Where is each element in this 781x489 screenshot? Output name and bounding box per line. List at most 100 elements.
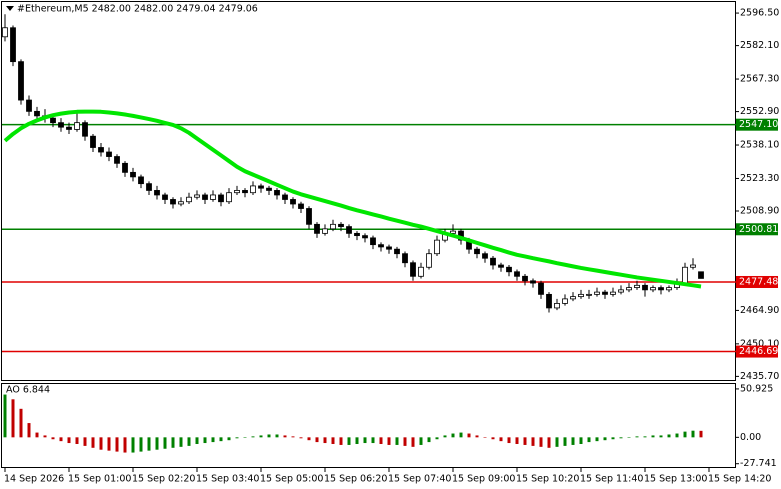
- candle-body: [570, 296, 576, 300]
- level-label: 2500.81: [739, 224, 778, 235]
- candle-body: [298, 203, 304, 209]
- ao-bar: [83, 437, 87, 446]
- ao-bar: [227, 437, 231, 441]
- ao-bar: [347, 437, 351, 445]
- ao-bar: [579, 437, 583, 444]
- candle-body: [530, 280, 536, 284]
- ao-bar: [491, 437, 495, 440]
- candle-body: [338, 223, 344, 227]
- candle-body: [506, 266, 512, 273]
- ao-bar: [299, 437, 303, 439]
- ao-bar: [515, 437, 519, 444]
- candle-body: [434, 239, 440, 255]
- candle-body: [66, 126, 72, 130]
- ao-bar: [203, 437, 207, 444]
- candle-body: [210, 194, 216, 200]
- x-tick-label: 15 Sep 07:40: [388, 474, 451, 485]
- candle-body: [682, 266, 688, 284]
- candle-body: [274, 190, 280, 196]
- x-tick-label: 15 Sep 02:20: [132, 474, 195, 485]
- ao-bar: [107, 437, 111, 451]
- ao-bar: [355, 437, 359, 444]
- ao-bar: [275, 434, 279, 438]
- candle-body: [402, 253, 408, 264]
- candle-body: [322, 228, 328, 234]
- candle-body: [658, 287, 664, 291]
- candle-body: [346, 226, 352, 234]
- ao-bar: [267, 434, 271, 438]
- ao-bar: [531, 437, 535, 446]
- ao-bar: [163, 437, 167, 449]
- ao-bar: [387, 437, 391, 445]
- ao-bar: [659, 435, 663, 438]
- candle-body: [474, 248, 480, 255]
- candle-body: [650, 287, 656, 291]
- candle-body: [546, 293, 552, 309]
- ao-bar: [547, 437, 551, 448]
- x-tick-label: 14 Sep 2026: [4, 474, 64, 485]
- x-tick-label: 15 Sep 06:20: [324, 474, 387, 485]
- candle-body: [90, 135, 96, 148]
- ao-bar: [555, 437, 559, 447]
- ao-bar: [323, 437, 327, 444]
- ao-bar: [507, 437, 511, 444]
- ao-bar: [187, 437, 191, 446]
- candle-body: [554, 303, 560, 309]
- candle-body: [98, 147, 104, 153]
- candle-body: [610, 291, 616, 295]
- candle-body: [562, 298, 568, 304]
- y-tick-label: 2567.30: [740, 74, 779, 85]
- ao-bar: [603, 437, 607, 441]
- ao-bar: [307, 437, 311, 441]
- ao-bar: [171, 437, 175, 448]
- candle-body: [314, 223, 320, 234]
- ao-bar: [563, 437, 567, 446]
- x-tick-label: 15 Sep 13:00: [644, 474, 707, 485]
- ao-bar: [499, 437, 503, 442]
- candle-body: [10, 27, 16, 63]
- candle-body: [250, 185, 256, 194]
- ao-bar: [339, 437, 343, 445]
- ao-bar: [251, 436, 255, 438]
- candle-body: [482, 253, 488, 259]
- level-tag: [736, 345, 778, 358]
- candle-body: [146, 183, 152, 191]
- chart-title: #Ethereum,M5 2482.00 2482.00 2479.04 247…: [17, 4, 258, 15]
- candle-body: [258, 185, 264, 189]
- ao-bar: [619, 437, 623, 439]
- ao-bar: [371, 437, 375, 444]
- y-tick-label: 2538.10: [740, 140, 779, 151]
- candle-body: [82, 122, 88, 137]
- candle-body: [618, 289, 624, 293]
- candle-body: [50, 117, 56, 124]
- candle-body: [154, 190, 160, 196]
- menu-arrow[interactable]: [6, 6, 14, 11]
- ao-bar: [643, 436, 647, 438]
- ao-bar: [611, 437, 615, 440]
- moving-average: [3, 109, 702, 289]
- ao-bar: [115, 437, 119, 452]
- ao-bar: [291, 436, 295, 438]
- x-tick-label: 15 Sep 10:20: [516, 474, 579, 485]
- ao-bar: [35, 432, 39, 438]
- ao-bar: [211, 437, 215, 443]
- y-tick-label: 2450.10: [740, 338, 779, 349]
- candle-body: [698, 271, 704, 279]
- ao-bar: [571, 437, 575, 445]
- level-tag: [736, 223, 778, 236]
- candle-body: [642, 284, 648, 291]
- ao-bar: [259, 435, 263, 438]
- indicator-pane: [1, 383, 736, 468]
- candle-body: [114, 156, 120, 164]
- candle-body: [290, 199, 296, 205]
- ao-bar: [331, 437, 335, 444]
- candle-body: [26, 99, 32, 112]
- candle-body: [626, 287, 632, 291]
- candle-body: [490, 257, 496, 266]
- y-tick-label: 2596.50: [740, 8, 779, 19]
- level-label: 2477.48: [739, 276, 778, 287]
- ao-bar: [395, 437, 399, 445]
- x-tick-label: 15 Sep 05:00: [260, 474, 323, 485]
- candle-body: [194, 194, 200, 198]
